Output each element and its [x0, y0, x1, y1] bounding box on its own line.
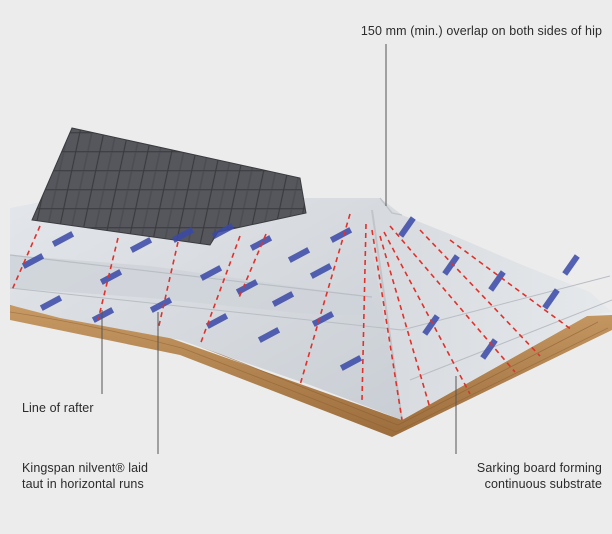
sarking-callout: Sarking board forming continuous substra…	[477, 460, 602, 492]
membrane-callout-line1: Kingspan nilvent® laid	[22, 461, 149, 475]
sarking-callout-line1: Sarking board forming	[476, 461, 602, 475]
membrane-logos	[21, 216, 580, 371]
rafter-line-callout: Line of rafter	[22, 401, 94, 415]
sarking-callout-line2: continuous substrate	[484, 477, 602, 491]
membrane-callout: Kingspan nilvent® laid taut in horizonta…	[22, 460, 148, 492]
hip-overlap-callout: 150 mm (min.) overlap on both sides of h…	[360, 24, 602, 38]
leader-lines	[101, 44, 457, 454]
rafter-lines	[11, 213, 573, 421]
membrane-callout-line2: taut in horizontal runs	[22, 477, 144, 491]
